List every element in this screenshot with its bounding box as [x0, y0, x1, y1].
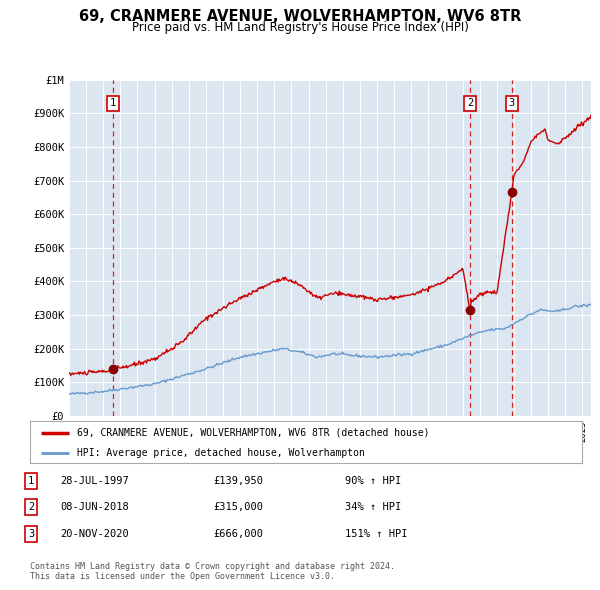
Text: 1: 1 — [28, 476, 34, 486]
Text: Price paid vs. HM Land Registry's House Price Index (HPI): Price paid vs. HM Land Registry's House … — [131, 21, 469, 34]
Text: 69, CRANMERE AVENUE, WOLVERHAMPTON, WV6 8TR: 69, CRANMERE AVENUE, WOLVERHAMPTON, WV6 … — [79, 9, 521, 24]
Text: 2: 2 — [28, 503, 34, 512]
Text: 28-JUL-1997: 28-JUL-1997 — [60, 476, 129, 486]
Text: 3: 3 — [509, 98, 515, 108]
Text: £666,000: £666,000 — [213, 529, 263, 539]
Text: 90% ↑ HPI: 90% ↑ HPI — [345, 476, 401, 486]
Text: 1: 1 — [110, 98, 116, 108]
Text: £315,000: £315,000 — [213, 503, 263, 512]
Text: 20-NOV-2020: 20-NOV-2020 — [60, 529, 129, 539]
Text: 3: 3 — [28, 529, 34, 539]
Text: £139,950: £139,950 — [213, 476, 263, 486]
Text: Contains HM Land Registry data © Crown copyright and database right 2024.
This d: Contains HM Land Registry data © Crown c… — [30, 562, 395, 581]
Text: 34% ↑ HPI: 34% ↑ HPI — [345, 503, 401, 512]
Text: 08-JUN-2018: 08-JUN-2018 — [60, 503, 129, 512]
Text: 69, CRANMERE AVENUE, WOLVERHAMPTON, WV6 8TR (detached house): 69, CRANMERE AVENUE, WOLVERHAMPTON, WV6 … — [77, 428, 430, 438]
Text: HPI: Average price, detached house, Wolverhampton: HPI: Average price, detached house, Wolv… — [77, 448, 365, 457]
Text: 151% ↑ HPI: 151% ↑ HPI — [345, 529, 407, 539]
Text: 2: 2 — [467, 98, 473, 108]
